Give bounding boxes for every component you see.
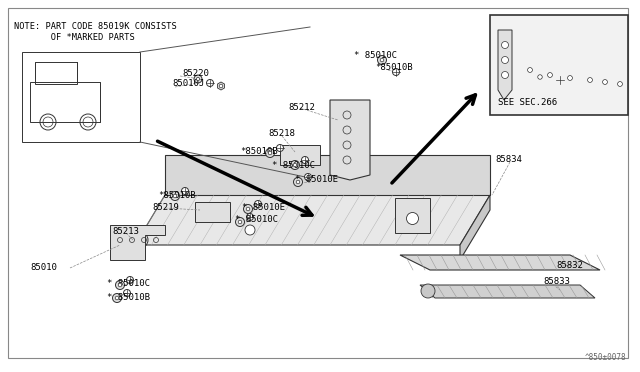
Circle shape: [115, 280, 125, 289]
Polygon shape: [195, 202, 230, 222]
Text: * 85010C: * 85010C: [235, 215, 278, 224]
Circle shape: [127, 276, 134, 283]
Text: NOTE: PART CODE 85019K CONSISTS: NOTE: PART CODE 85019K CONSISTS: [14, 22, 177, 31]
Circle shape: [291, 160, 300, 170]
Circle shape: [564, 72, 576, 84]
Text: 85219: 85219: [152, 202, 179, 212]
Bar: [22, 52, 140, 142]
Circle shape: [614, 78, 626, 90]
Circle shape: [603, 80, 607, 84]
Circle shape: [255, 201, 262, 208]
Polygon shape: [280, 145, 320, 165]
Circle shape: [170, 192, 179, 201]
Circle shape: [548, 73, 552, 77]
Circle shape: [538, 75, 542, 79]
Text: *85010B: *85010B: [375, 64, 413, 73]
Circle shape: [207, 80, 214, 87]
Text: 85010J: 85010J: [172, 80, 204, 89]
Text: * 85010E: * 85010E: [242, 202, 285, 212]
Bar: [395, 198, 430, 233]
Circle shape: [238, 220, 242, 224]
Circle shape: [236, 218, 244, 227]
Polygon shape: [460, 195, 490, 260]
Circle shape: [194, 75, 202, 83]
Circle shape: [305, 173, 312, 180]
Circle shape: [276, 144, 284, 151]
Circle shape: [502, 42, 509, 48]
Circle shape: [268, 151, 272, 155]
Text: 85834: 85834: [495, 155, 522, 164]
Text: *85010B: *85010B: [240, 148, 278, 157]
Polygon shape: [400, 255, 600, 270]
Circle shape: [524, 64, 536, 76]
Text: 85212: 85212: [288, 103, 315, 112]
Circle shape: [502, 57, 509, 64]
Polygon shape: [218, 82, 225, 90]
Polygon shape: [135, 195, 490, 245]
Circle shape: [301, 157, 308, 164]
Text: 85833: 85833: [543, 276, 570, 285]
Circle shape: [294, 177, 303, 186]
Circle shape: [196, 77, 200, 81]
Text: * 85010B: * 85010B: [107, 292, 150, 301]
Text: 85832: 85832: [556, 260, 583, 269]
Text: * 85010E: * 85010E: [295, 176, 338, 185]
Bar: [30, 82, 100, 122]
Circle shape: [599, 76, 611, 88]
Circle shape: [618, 81, 622, 86]
Text: * 85010C: * 85010C: [272, 160, 315, 170]
Text: 85220: 85220: [182, 68, 209, 77]
Circle shape: [266, 148, 275, 157]
Circle shape: [293, 163, 297, 167]
Circle shape: [124, 289, 131, 296]
Bar: [490, 15, 628, 115]
Circle shape: [113, 294, 122, 302]
Circle shape: [568, 76, 572, 80]
Circle shape: [246, 214, 253, 221]
Polygon shape: [420, 285, 595, 298]
Circle shape: [219, 84, 223, 88]
Polygon shape: [330, 100, 370, 180]
Polygon shape: [498, 30, 512, 100]
Circle shape: [245, 225, 255, 235]
Polygon shape: [536, 72, 545, 82]
Circle shape: [243, 205, 253, 214]
Circle shape: [556, 76, 564, 84]
Circle shape: [378, 55, 387, 64]
Text: 85213: 85213: [112, 228, 139, 237]
Circle shape: [182, 187, 189, 195]
Text: * 85010C: * 85010C: [107, 279, 150, 289]
Circle shape: [502, 71, 509, 78]
Bar: [35, 62, 77, 84]
Circle shape: [118, 283, 122, 287]
Text: ^850±0078: ^850±0078: [584, 353, 626, 362]
Text: 85218: 85218: [268, 129, 295, 138]
Circle shape: [544, 69, 556, 81]
Text: 85010: 85010: [30, 263, 57, 273]
Text: *85010B: *85010B: [158, 190, 196, 199]
Circle shape: [296, 180, 300, 184]
Circle shape: [406, 212, 419, 224]
Text: OF *MARKED PARTS: OF *MARKED PARTS: [14, 33, 135, 42]
Circle shape: [115, 296, 119, 300]
Circle shape: [246, 207, 250, 211]
Circle shape: [380, 58, 384, 62]
Circle shape: [392, 68, 399, 76]
Circle shape: [173, 194, 177, 198]
Circle shape: [588, 78, 593, 83]
Polygon shape: [165, 155, 490, 195]
Text: * 85010C: * 85010C: [354, 51, 397, 60]
Circle shape: [527, 68, 532, 73]
Circle shape: [421, 284, 435, 298]
Polygon shape: [110, 225, 165, 260]
Circle shape: [584, 74, 596, 86]
Text: SEE SEC.266: SEE SEC.266: [498, 98, 557, 107]
